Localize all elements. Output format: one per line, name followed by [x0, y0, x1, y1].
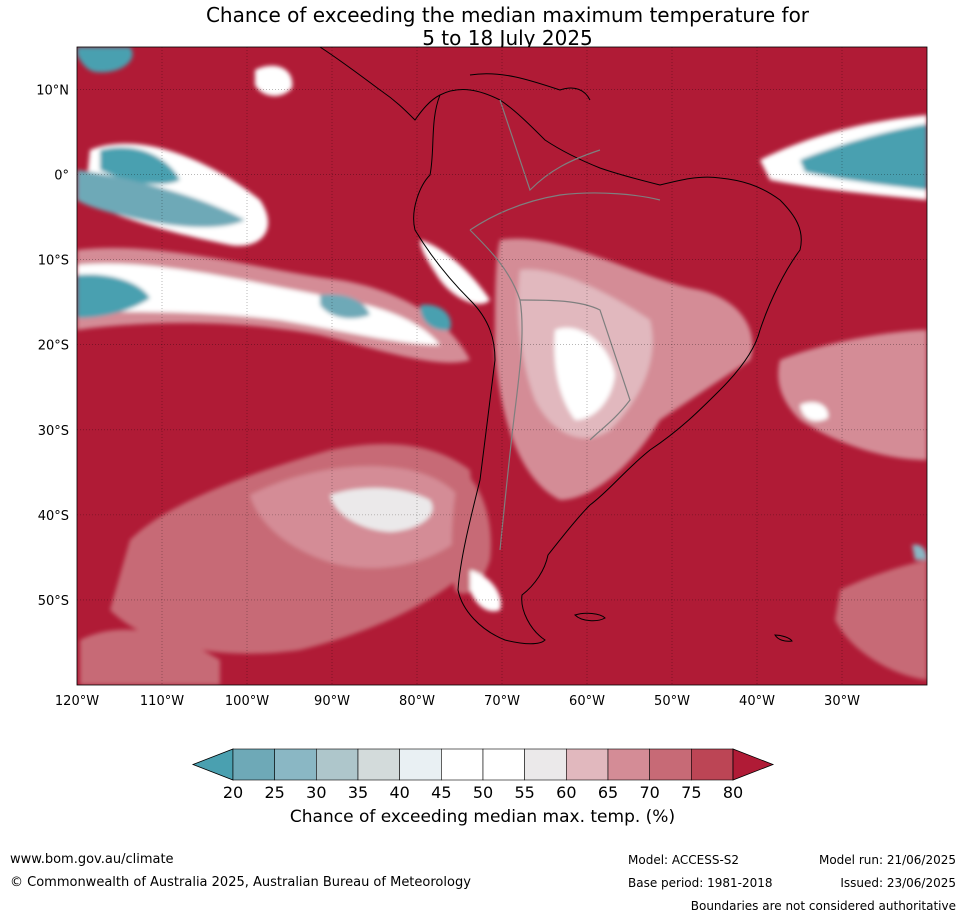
- region-se-pacific-neutral: [330, 488, 433, 532]
- title-line-2: 5 to 18 July 2025: [422, 26, 593, 50]
- region-altiplano-neutral: [420, 240, 490, 304]
- colorbar-segment: [691, 748, 734, 781]
- x-axis-tick-labels: 120°W 110°W 100°W 90°W 80°W 70°W 60°W 50°W 40°W 3…: [55, 694, 860, 709]
- boundary-interior: [519, 299, 631, 441]
- coastline-south-georgia: [774, 634, 793, 642]
- colorbar-tick-label: 20: [223, 783, 243, 802]
- country-boundaries: [469, 99, 661, 551]
- colorbar-tick-label: 45: [431, 783, 451, 802]
- x-tick-label: 120°W: [55, 694, 99, 709]
- region-nw-neutral: [255, 65, 293, 96]
- x-tick-label: 110°W: [140, 694, 184, 709]
- colorbar-segment: [607, 748, 650, 781]
- map-frame: [76, 46, 928, 686]
- x-tick-label: 90°W: [314, 694, 350, 709]
- y-tick-label: 20°S: [38, 339, 69, 354]
- colorbar-segment: [649, 748, 692, 781]
- x-tick-label: 70°W: [484, 694, 520, 709]
- colorbar-segment: [441, 748, 484, 781]
- region-pacific-band-cool-3: [420, 304, 451, 331]
- coastline-caribbean: [469, 73, 591, 101]
- title-line-1: Chance of exceeding the median maximum t…: [205, 3, 810, 27]
- probability-field: [77, 47, 927, 685]
- colorbar-segment: [399, 748, 442, 781]
- region-pacific-band-neutral: [77, 263, 440, 345]
- region-s-atlantic-moderate: [835, 560, 927, 680]
- colorbar-label: Chance of exceeding median max. temp. (%…: [289, 807, 676, 827]
- region-sw-pacific-low: [80, 629, 220, 685]
- region-atlantic-cool: [800, 124, 927, 190]
- y-tick-label: 10°S: [38, 254, 69, 269]
- footer-disclaimer: Boundaries are not considered authoritat…: [690, 899, 956, 913]
- colorbar-tick-label: 60: [556, 783, 576, 802]
- region-pacific-band-cool-2: [320, 294, 370, 319]
- colorbar-tick-label: 25: [264, 783, 284, 802]
- colorbar-segment: [357, 748, 400, 781]
- region-sa-interior-neutral: [554, 327, 615, 420]
- colorbar-segment: [524, 748, 567, 781]
- chart-title: Chance of exceeding the median maximum t…: [0, 4, 965, 50]
- colorbar-tick-label: 40: [389, 783, 409, 802]
- region-s-atlantic-low: [778, 330, 927, 460]
- region-s-atlantic-cool: [912, 544, 927, 560]
- colorbar-tick-label: 50: [473, 783, 493, 802]
- map-gridlines: [77, 47, 927, 685]
- footer-model: Model: ACCESS-S2: [628, 853, 740, 867]
- boundary-amazon: [499, 99, 601, 192]
- colorbar: 20 25 30 35 40 45 50 55 60 65 70 75 80: [191, 748, 775, 802]
- y-axis-tick-labels: 10°N 0° 10°S 20°S 30°S 40°S 50°S: [36, 84, 69, 609]
- y-tick-label: 50°S: [38, 594, 69, 609]
- y-tick-label: 40°S: [38, 509, 69, 524]
- region-pacific-band-cool: [77, 274, 150, 318]
- footer-base-period: Base period: 1981-2018: [628, 876, 773, 890]
- y-tick-label: 30°S: [38, 424, 69, 439]
- region-s-atlantic-neutral: [800, 402, 829, 422]
- coastline-central-america: [319, 47, 441, 121]
- colorbar-segment: [482, 748, 525, 781]
- x-tick-label: 100°W: [225, 694, 269, 709]
- x-tick-label: 50°W: [654, 694, 690, 709]
- colorbar-tick-label: 65: [598, 783, 618, 802]
- boundary-north: [469, 192, 661, 231]
- colorbar-tick-label: 35: [348, 783, 368, 802]
- colorbar-min-arrow: [191, 748, 234, 781]
- footer-copyright: © Commonwealth of Australia 2025, Austra…: [10, 875, 471, 890]
- colorbar-tick-label: 75: [681, 783, 701, 802]
- colorbar-tick-label: 80: [723, 783, 743, 802]
- coastlines: [319, 47, 802, 645]
- y-tick-label: 10°N: [36, 84, 69, 99]
- x-tick-label: 30°W: [824, 694, 860, 709]
- y-tick-label: 0°: [54, 169, 69, 184]
- footer-url[interactable]: www.bom.gov.au/climate: [10, 852, 174, 867]
- footer-model-run: Model run: 21/06/2025: [818, 853, 956, 867]
- region-patagonia-low: [470, 570, 501, 612]
- colorbar-tick-label: 70: [639, 783, 659, 802]
- coastline-south-america: [413, 89, 802, 645]
- colorbar-tick-label: 30: [306, 783, 326, 802]
- colorbar-max-arrow: [732, 748, 775, 781]
- region-eq-pacific-cool-2: [77, 170, 245, 228]
- x-tick-label: 80°W: [399, 694, 435, 709]
- coastline-falklands: [574, 612, 606, 622]
- boundary-andes: [469, 229, 523, 551]
- colorbar-segment: [316, 748, 359, 781]
- region-eq-pacific-cool: [100, 147, 180, 185]
- footer-issued: Issued: 23/06/2025: [840, 876, 956, 890]
- colorbar-tick-label: 55: [514, 783, 534, 802]
- colorbar-segment: [274, 748, 317, 781]
- colorbar-segment: [232, 748, 275, 781]
- colorbar-segment: [566, 748, 609, 781]
- x-tick-label: 40°W: [739, 694, 775, 709]
- region-nw-cool: [77, 47, 133, 73]
- x-tick-label: 60°W: [569, 694, 605, 709]
